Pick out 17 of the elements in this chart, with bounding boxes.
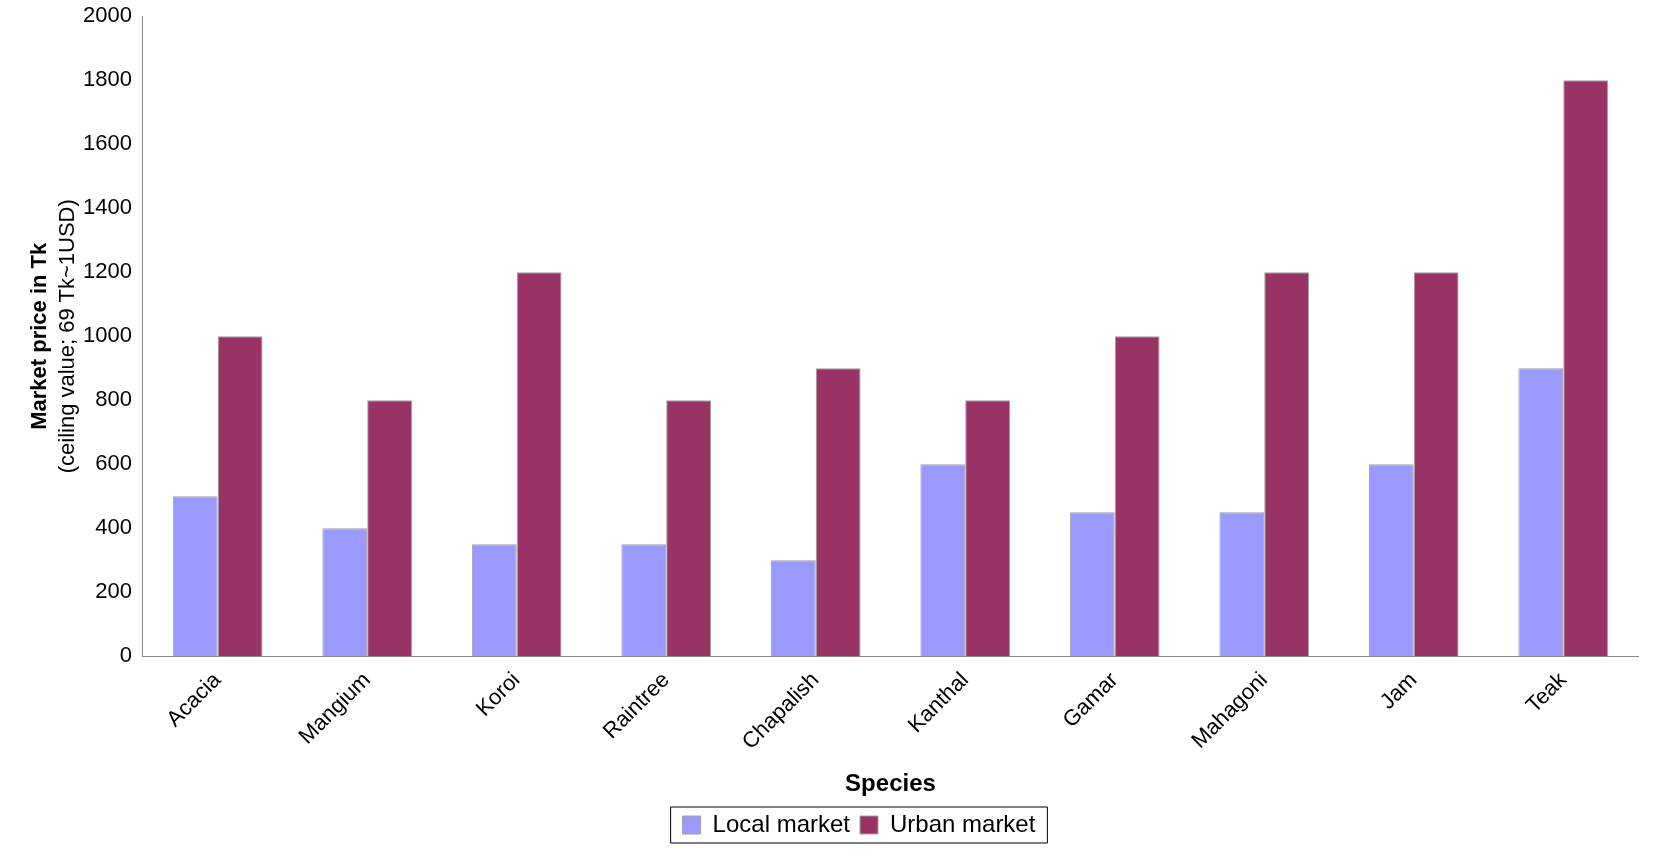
y-tick-label: 1600 xyxy=(82,130,132,156)
y-tick-label: 2000 xyxy=(82,2,132,28)
y-tick-label: 400 xyxy=(95,514,132,540)
y-tick-label: 1200 xyxy=(82,258,132,284)
x-tick-label: Jam xyxy=(1374,666,1422,714)
x-tick-label: Teak xyxy=(1520,666,1572,718)
y-tick-label: 200 xyxy=(95,578,132,604)
y-tick-label: 0 xyxy=(119,642,132,668)
y-tick-label: 600 xyxy=(95,450,132,476)
y-tick-label: 1000 xyxy=(82,322,132,348)
y-tick-label: 1800 xyxy=(82,66,132,92)
y-axis-title: Market price in Tk (ceiling value; 69 Tk~1USD) xyxy=(26,199,80,474)
x-axis-title: Species xyxy=(845,769,936,797)
legend-label: Urban market xyxy=(890,809,1036,837)
y-tick-label: 1400 xyxy=(82,194,132,220)
legend-label: Local market xyxy=(712,809,851,837)
y-tick-label: 800 xyxy=(95,386,132,412)
